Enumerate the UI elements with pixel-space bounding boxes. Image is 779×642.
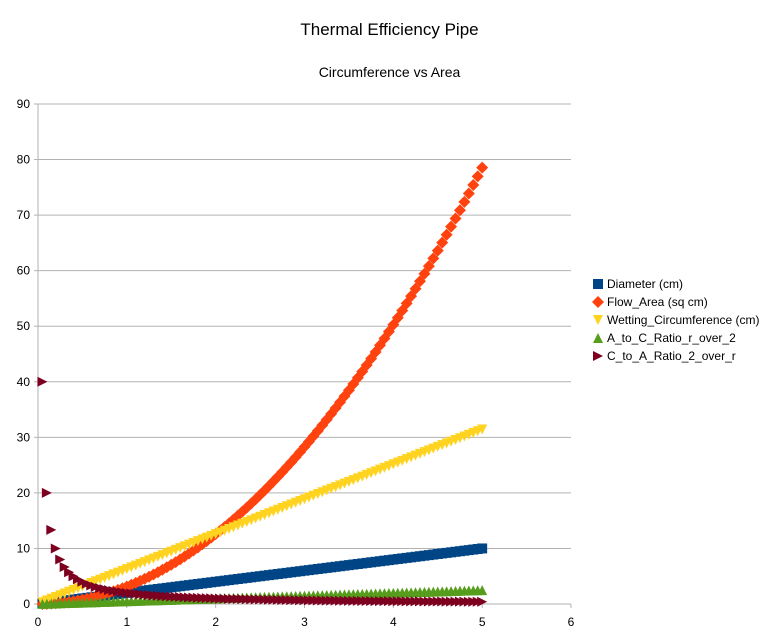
- data-point: [422, 260, 435, 273]
- grid-lines: [38, 103, 571, 605]
- x-tick-label: 0: [35, 615, 42, 629]
- series-2: [37, 424, 488, 608]
- data-point: [55, 554, 66, 565]
- y-tick-label: 20: [17, 486, 31, 500]
- y-tick-label: 0: [23, 597, 30, 611]
- series-layer: [36, 161, 489, 610]
- legend-marker-icon: [593, 315, 603, 325]
- series-4: [37, 376, 488, 607]
- legend: Diameter (cm) Flow_Area (sq cm) Wetting_Ci…: [592, 277, 759, 363]
- legend-item: Diameter (cm): [593, 277, 683, 291]
- data-point: [467, 178, 480, 191]
- legend-label: A_to_C_Ratio_r_over_2: [607, 331, 736, 345]
- chart-subtitle: Circumference vs Area: [318, 64, 461, 80]
- data-point: [46, 524, 57, 535]
- legend-item: C_to_A_Ratio_2_over_r: [593, 349, 736, 363]
- axes: 0 10 20 30 40 50 60 70 80 90 0 1 2 3 4 5 6: [17, 97, 575, 629]
- y-tick-label: 30: [17, 430, 31, 444]
- data-point: [477, 543, 488, 554]
- legend-label: Wetting_Circumference (cm): [607, 313, 759, 327]
- data-point: [453, 204, 466, 217]
- y-tick-label: 70: [17, 208, 31, 222]
- data-point: [458, 195, 471, 208]
- x-tick-label: 2: [212, 615, 219, 629]
- x-tick-label: 1: [123, 615, 130, 629]
- x-tick-label: 6: [568, 615, 575, 629]
- legend-marker-icon: [592, 296, 604, 308]
- legend-marker-icon: [593, 279, 603, 289]
- y-tick-label: 50: [17, 319, 31, 333]
- data-point: [477, 596, 488, 607]
- x-tick-label: 4: [390, 615, 397, 629]
- y-tick-label: 60: [17, 264, 31, 278]
- data-point: [245, 497, 258, 510]
- data-point: [431, 244, 444, 257]
- legend-item: Wetting_Circumference (cm): [593, 313, 759, 327]
- data-point: [462, 187, 475, 200]
- legend-label: C_to_A_Ratio_2_over_r: [607, 349, 736, 363]
- legend-marker-icon: [593, 351, 603, 361]
- x-tick-label: 3: [301, 615, 308, 629]
- data-point: [50, 543, 61, 554]
- y-tick-label: 90: [17, 97, 31, 111]
- data-point: [477, 424, 488, 435]
- legend-item: Flow_Area (sq cm): [592, 295, 708, 309]
- chart-title: Thermal Efficiency Pipe: [300, 20, 479, 39]
- y-tick-label: 40: [17, 375, 31, 389]
- data-point: [471, 170, 484, 183]
- data-point: [449, 212, 462, 225]
- data-point: [477, 585, 488, 596]
- series-1: [36, 161, 489, 610]
- data-point: [445, 220, 458, 233]
- legend-label: Diameter (cm): [607, 277, 683, 291]
- y-tick-label: 80: [17, 153, 31, 167]
- data-point: [37, 376, 48, 387]
- legend-label: Flow_Area (sq cm): [607, 295, 708, 309]
- data-point: [41, 487, 52, 498]
- legend-item: A_to_C_Ratio_r_over_2: [593, 331, 736, 345]
- data-point: [59, 561, 70, 572]
- data-point: [427, 252, 440, 265]
- data-point: [440, 228, 453, 241]
- y-tick-label: 10: [17, 541, 31, 555]
- data-point: [418, 267, 431, 280]
- data-point: [436, 236, 449, 249]
- data-point: [476, 161, 489, 174]
- x-tick-label: 5: [479, 615, 486, 629]
- legend-marker-icon: [593, 333, 603, 343]
